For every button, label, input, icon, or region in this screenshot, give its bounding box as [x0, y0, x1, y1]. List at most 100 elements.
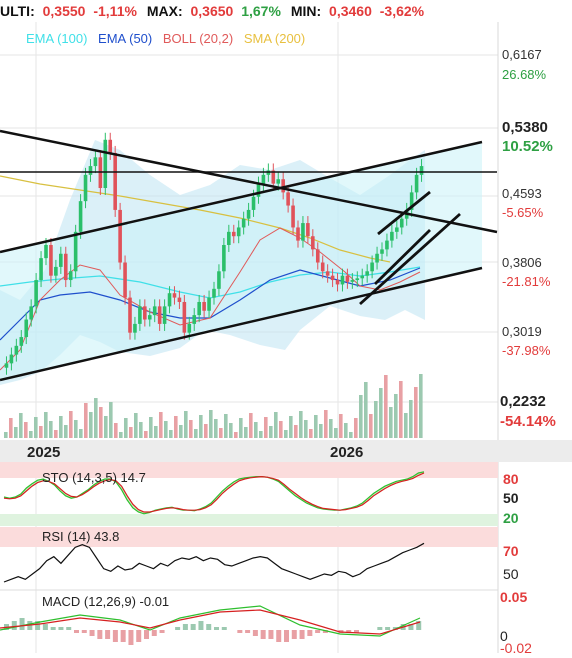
volume-bar [264, 417, 268, 438]
macd-hist-bar [416, 621, 422, 630]
macd-hist-bar [237, 630, 243, 633]
volume-bar [144, 431, 148, 438]
candle-body [29, 306, 33, 320]
candle-body [187, 323, 192, 333]
candle-body [34, 280, 38, 307]
candle-body [103, 139, 108, 189]
volume-bar [344, 423, 348, 438]
macd-hist-bar [346, 630, 352, 633]
candle-body [390, 231, 394, 241]
volume-bar [54, 430, 58, 438]
macd-hist-bar [151, 630, 157, 636]
candle-body [147, 315, 152, 320]
volume-bar [389, 407, 393, 438]
candle-body [315, 249, 320, 263]
volume-bar [29, 431, 33, 438]
sto-label: STO (14,3,5) 14.7 [42, 470, 146, 485]
volume-bar [369, 414, 373, 438]
candle-body [172, 293, 177, 298]
volume-bar [164, 421, 168, 438]
sto-level-50: 50 [503, 490, 519, 506]
candle-body [291, 205, 295, 228]
legend-sma200: SMA (200) [244, 31, 305, 46]
candle-body [276, 179, 281, 184]
candle-body [49, 244, 53, 276]
macd-hist-bar [354, 630, 359, 633]
macd-hist-bar [221, 627, 227, 630]
volume-bar [184, 411, 188, 438]
macd-hist-bar [182, 624, 188, 630]
macd-hist-bar [81, 630, 87, 633]
price-tick: 0,2232 [500, 393, 546, 410]
candle-body [24, 319, 29, 338]
volume-bar [224, 414, 228, 438]
macd-hist-bar [128, 630, 134, 645]
max-change: 1,67% [241, 3, 281, 19]
volume-bar [374, 401, 378, 438]
price-tick: 0,6167 [502, 47, 542, 62]
volume-bar [189, 420, 193, 438]
price-pct: -21.81% [502, 274, 551, 289]
candle-body [143, 306, 147, 320]
candle-body [197, 301, 201, 316]
rsi-level-70: 70 [503, 543, 519, 559]
volume-bar [299, 411, 303, 438]
min-value: 0,3460 [329, 3, 372, 19]
volume-bar [404, 413, 408, 438]
volume-bar [154, 426, 158, 438]
candle-body [370, 262, 374, 272]
candle-body [217, 271, 221, 289]
macd-histogram [0, 605, 422, 645]
volume-bar [279, 421, 283, 438]
candle-body [138, 306, 142, 324]
price-pct: -5.65% [502, 205, 544, 220]
volume-bar [124, 418, 128, 438]
rsi-line [3, 542, 425, 583]
volume-bar [14, 427, 18, 438]
macd-level-high: 0.05 [500, 589, 527, 605]
macd-hist-bar [66, 627, 72, 630]
candle-body [325, 271, 330, 276]
macd-panel: MACD (12,26,9) -0.01 0.05 0 -0.02 [0, 589, 532, 656]
macd-hist-bar [89, 630, 95, 636]
volume-bar [214, 419, 218, 438]
candle-body [73, 231, 78, 272]
rsi-panel: RSI (14) 43.8 70 50 [0, 527, 519, 583]
volume-bar [419, 374, 423, 438]
candle-body [335, 280, 340, 285]
volume-bar [74, 420, 78, 438]
candle-body [68, 271, 73, 281]
volume-bar [199, 415, 203, 438]
sto-oversold-zone [0, 514, 498, 526]
legend-ema100: EMA (100) [26, 31, 87, 46]
volume-bar [209, 410, 213, 438]
volume-bar [304, 420, 308, 438]
macd-hist-bar [252, 630, 258, 636]
indicator-legend: EMA (100) EMA (50) BOLL (20,2) SMA (200) [26, 31, 305, 46]
candle-body [281, 179, 285, 193]
volume-bar [79, 429, 83, 438]
volume-bar [64, 425, 68, 438]
candle-body [311, 236, 315, 250]
min-label: MIN: [291, 3, 321, 19]
price-pct: -37.98% [502, 343, 551, 358]
min-change: -3,62% [380, 3, 425, 19]
volume-bar [149, 417, 153, 438]
volume-bar [399, 381, 403, 438]
macd-hist-bar [315, 630, 321, 633]
candle-body [182, 301, 187, 333]
price-pct: 10.52% [502, 138, 553, 155]
candle-body [157, 306, 162, 324]
candle-body [152, 306, 157, 316]
candle-body [207, 297, 211, 311]
candle-body [306, 223, 310, 237]
volume-bar [354, 418, 358, 438]
sto-overbought-zone [0, 462, 498, 478]
volume-bars [4, 374, 423, 438]
descending-trend-line [0, 129, 498, 234]
volume-bar [259, 431, 263, 438]
candle-body [360, 275, 365, 279]
candle-body [93, 157, 98, 167]
volume-bar [69, 411, 73, 438]
candle-body [59, 253, 63, 267]
